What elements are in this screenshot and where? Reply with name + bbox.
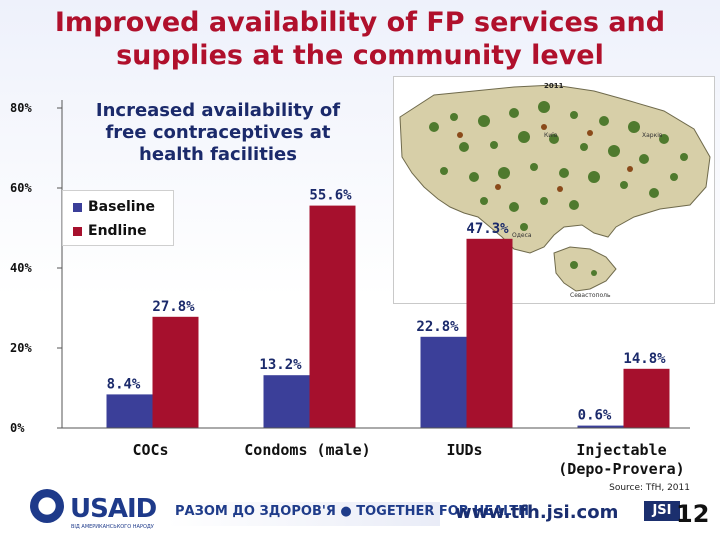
bar-endline	[466, 238, 513, 428]
tfh-banner-logo: РАЗОМ ДО ЗДОРОВ'Я ● TOGETHER FOR HEALTH	[175, 504, 530, 519]
legend-swatch-endline	[73, 226, 82, 236]
data-label-endline: 55.6%	[309, 188, 352, 204]
data-label-endline: 47.3%	[466, 221, 509, 237]
legend-label-endline: Endline	[88, 223, 147, 239]
legend-swatch-baseline	[73, 202, 82, 212]
data-label-baseline: 0.6%	[578, 408, 612, 424]
y-tick-label: 60%	[10, 181, 32, 195]
jsi-logo: JSI	[644, 501, 680, 521]
legend-label-baseline: Baseline	[88, 199, 156, 215]
y-axis: 0% 20% 40% 60% 80%	[10, 100, 63, 435]
x-category-label: Condoms (male)	[244, 441, 370, 459]
chart-title-line: health facilities	[139, 144, 297, 165]
x-category-label: (Depo-Provera)	[558, 460, 684, 478]
bar-baseline	[263, 375, 310, 428]
slide-title-line1: Improved availability of FP services and	[54, 7, 666, 38]
bar-endline	[623, 368, 670, 428]
data-label-endline: 14.8%	[623, 351, 666, 367]
website-url[interactable]: www.tfh.jsi.com	[455, 502, 619, 523]
data-label-endline: 27.8%	[152, 299, 195, 315]
bar-baseline	[577, 425, 624, 428]
ukraine-map: 2011 Київ Харків Одеса Севастополь	[393, 76, 715, 304]
map-label-sevastopol: Севастополь	[570, 292, 611, 299]
data-labels: 8.4% 27.8% 13.2% 55.6% 22.8% 47.3% 0.6% 14.8%	[107, 188, 666, 424]
bar-endline	[152, 316, 199, 428]
y-tick-label: 20%	[10, 341, 32, 355]
usaid-logo: USAID	[70, 494, 157, 524]
chart-title-line: Increased availability of	[96, 100, 340, 121]
data-label-baseline: 8.4%	[107, 376, 141, 392]
chart-legend: Baseline Endline	[62, 190, 174, 246]
bar-baseline	[106, 394, 153, 428]
source-note: Source: TfH, 2011	[609, 483, 690, 493]
map-label-kyiv: Київ	[544, 132, 558, 139]
usaid-seal-logo	[30, 489, 64, 523]
ukraine-map-graphic: 2011 Київ Харків Одеса Севастополь	[399, 82, 711, 299]
legend-item-endline: Endline	[73, 223, 147, 239]
tfh-banner-bg	[168, 502, 440, 526]
page-number: 12	[676, 500, 710, 528]
y-tick-label: 0%	[10, 421, 25, 435]
bars	[106, 205, 670, 428]
x-category-label: COCs	[132, 441, 168, 459]
data-label-baseline: 13.2%	[259, 357, 302, 373]
bar-baseline	[420, 336, 467, 428]
legend-item-baseline: Baseline	[73, 199, 155, 215]
map-label-odesa: Одеса	[512, 232, 532, 239]
chart-title-line: free contraceptives at	[105, 122, 330, 143]
slide-title-line2: supplies at the community level	[116, 40, 604, 71]
y-tick-label: 40%	[10, 261, 32, 275]
x-category-label: IUDs	[446, 441, 482, 459]
slide-title: Improved availability of FP services and…	[0, 6, 720, 72]
map-year: 2011	[544, 82, 564, 90]
x-category-label: Injectable	[576, 441, 666, 459]
usaid-tagline: ВІД АМЕРИКАНСЬКОГО НАРОДУ	[71, 524, 154, 530]
bar-endline	[309, 205, 356, 428]
data-label-baseline: 22.8%	[416, 319, 459, 335]
x-axis: COCs Condoms (male) IUDs Injectable(Depo-Pr…	[62, 427, 690, 478]
y-tick-label: 80%	[10, 101, 32, 115]
map-label-kharkiv: Харків	[642, 132, 663, 139]
